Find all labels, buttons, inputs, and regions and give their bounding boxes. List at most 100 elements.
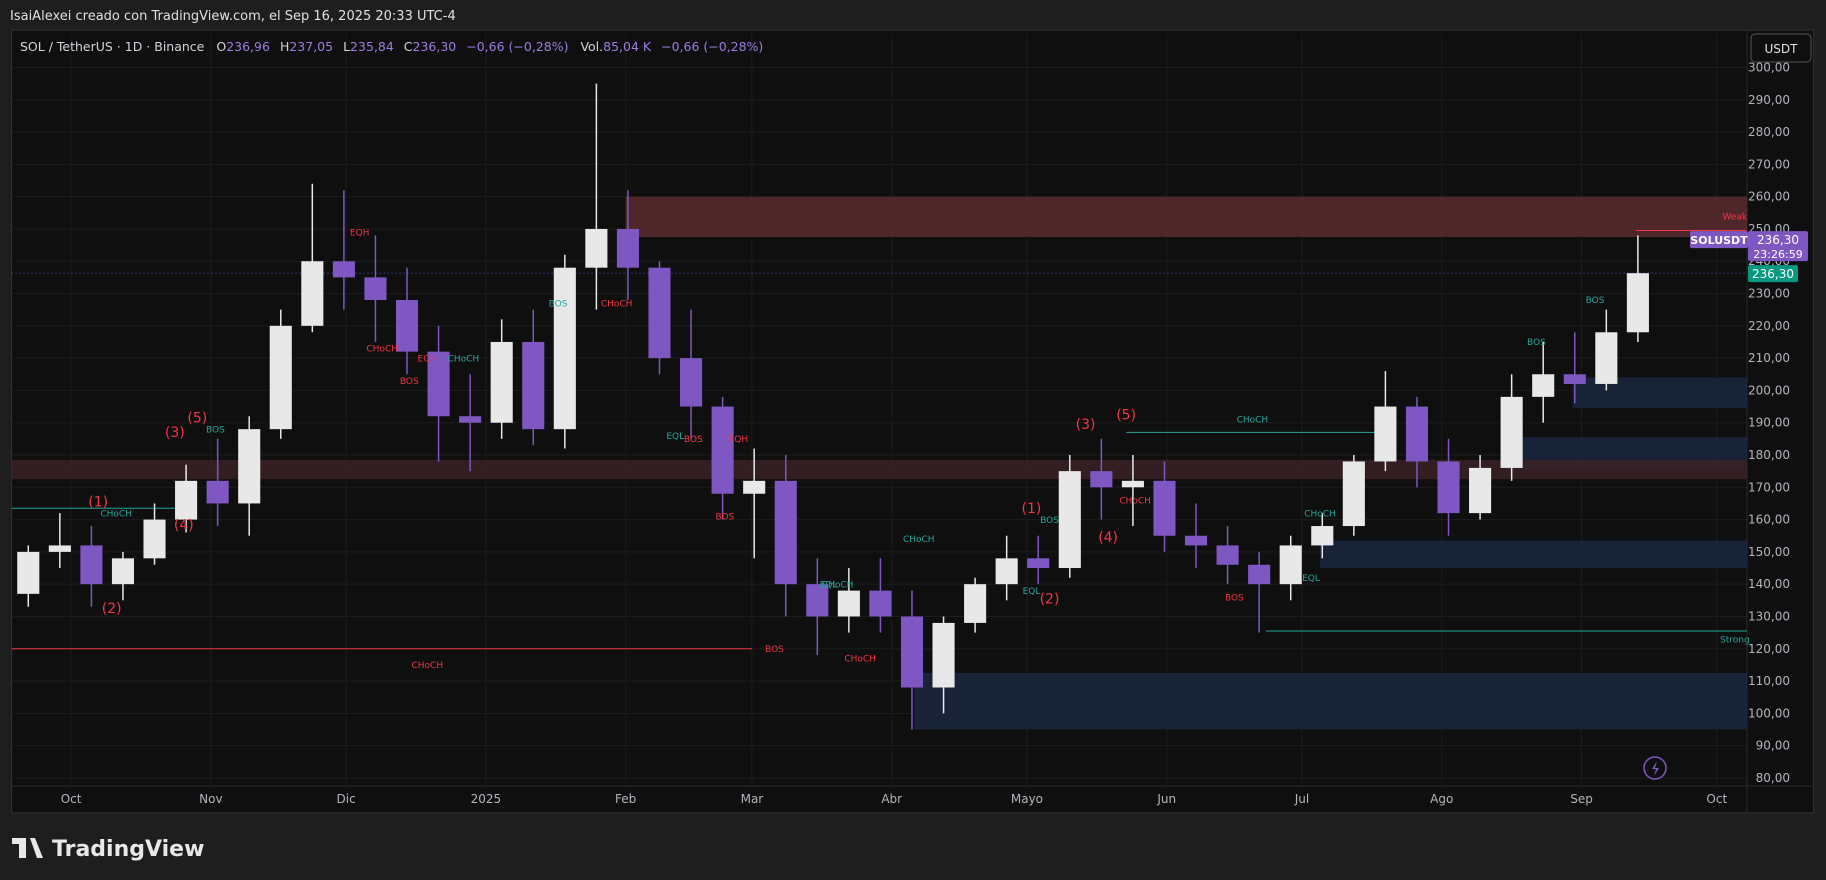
brand: TradingView — [52, 837, 204, 862]
annotation: (3) — [1076, 417, 1096, 433]
candle-body — [964, 584, 987, 623]
candle-body — [1121, 480, 1144, 488]
candle-body — [143, 519, 166, 559]
candle-body — [1437, 461, 1460, 514]
annotation: BOS — [1225, 593, 1244, 603]
y-tick-label: 230,00 — [1748, 287, 1790, 301]
candle-body — [1405, 406, 1429, 462]
annotation: BOS — [400, 377, 419, 387]
y-tick-label: 90,00 — [1756, 739, 1790, 753]
x-tick-label: Oct — [1706, 792, 1727, 806]
y-tick-label: 300,00 — [1748, 60, 1790, 74]
o: 236,96 — [226, 39, 270, 54]
x-tick-label: 2025 — [471, 792, 502, 806]
y-tick-label: 280,00 — [1748, 125, 1790, 139]
candle-body — [364, 277, 387, 300]
annotation: CHoCH — [601, 299, 633, 309]
candle-body — [585, 228, 608, 268]
annotation: EQH — [418, 354, 438, 364]
zone — [914, 672, 1747, 730]
o-label: O — [216, 39, 226, 54]
y-tick-label: 170,00 — [1748, 480, 1790, 494]
annotation: CHoCH — [822, 580, 854, 590]
candle-body — [111, 558, 135, 585]
candle-body — [490, 341, 513, 423]
annotation: (2) — [1040, 592, 1060, 608]
annotation: EQL — [1302, 574, 1320, 584]
annotation: BOS — [715, 513, 734, 523]
candle-body — [1595, 332, 1618, 384]
candle-body — [806, 584, 829, 617]
candle-body — [522, 341, 545, 430]
annotation: EQL — [1023, 587, 1041, 597]
y-tick-label: 150,00 — [1748, 545, 1790, 559]
candle-body — [774, 480, 797, 585]
y-tick-label: 80,00 — [1756, 771, 1790, 785]
price-tag-bg — [1748, 231, 1808, 262]
y-tick-label: 130,00 — [1748, 609, 1790, 623]
candle-body — [711, 406, 734, 494]
candle-body — [1090, 471, 1113, 488]
candle-body — [837, 590, 860, 617]
candle-body — [1058, 471, 1081, 569]
y-tick-label: 120,00 — [1748, 642, 1790, 656]
countdown: 23:26:59 — [1753, 248, 1802, 261]
candle-body — [1153, 480, 1176, 536]
symbol-tag-bg — [1690, 231, 1748, 249]
candle-body — [900, 616, 924, 688]
annotation: CHoCH — [844, 655, 876, 665]
candle-body — [1469, 467, 1492, 514]
alert-icon[interactable] — [1643, 756, 1667, 780]
candle-body — [1216, 545, 1239, 565]
candle-body — [1626, 273, 1649, 333]
candle-body — [206, 480, 229, 504]
y-tick-label: 100,00 — [1748, 706, 1790, 720]
zone — [11, 459, 1748, 480]
y-tick-label: 190,00 — [1748, 416, 1790, 430]
candle-body — [269, 325, 292, 430]
candle-body — [238, 429, 261, 504]
candle-body — [616, 228, 639, 268]
c: 236,30 — [413, 39, 457, 54]
logo-icon — [12, 838, 43, 858]
annotation: (2) — [102, 601, 122, 617]
candle-body — [869, 590, 892, 617]
annotation: BOS — [765, 645, 784, 655]
x-tick-label: Sep — [1570, 792, 1593, 806]
annotation: EQH — [729, 435, 749, 445]
x-tick-label: Mar — [741, 792, 764, 806]
candle-body — [395, 299, 419, 352]
candle-body — [332, 261, 355, 278]
close-tag-bg — [1748, 265, 1798, 283]
annotation: (5) — [1116, 407, 1136, 423]
zone — [625, 196, 1747, 238]
y-tick-label: 180,00 — [1748, 448, 1790, 462]
annotation: (1) — [88, 495, 108, 511]
candle-body — [301, 261, 324, 326]
currency[interactable]: USDT — [1765, 42, 1799, 56]
annotation: (4) — [174, 517, 194, 533]
annotation: BOS — [1586, 296, 1605, 306]
y-tick-label: 290,00 — [1748, 93, 1790, 107]
candle-body — [1500, 396, 1523, 468]
y-tick-label: 160,00 — [1748, 513, 1790, 527]
annotation: (1) — [1022, 501, 1042, 517]
zone — [1320, 540, 1747, 569]
logo: TradingView — [12, 837, 204, 862]
x-tick-label: Mayo — [1011, 792, 1043, 806]
candle-body — [1027, 558, 1050, 569]
alert-bolt — [1652, 761, 1659, 776]
annotation: BOS — [1040, 516, 1059, 526]
vol-change: −0,66 (−0,28%) — [661, 39, 763, 54]
currency-button[interactable] — [1750, 33, 1812, 63]
candle-body — [648, 267, 671, 359]
x-tick-label: Nov — [199, 792, 222, 806]
y-tick-label: 140,00 — [1748, 577, 1790, 591]
annotation: CHoCH — [1304, 509, 1336, 519]
candle-body — [1374, 406, 1397, 462]
candle-body — [1563, 374, 1586, 384]
l-label: L — [343, 39, 350, 54]
candle-body — [48, 545, 71, 552]
